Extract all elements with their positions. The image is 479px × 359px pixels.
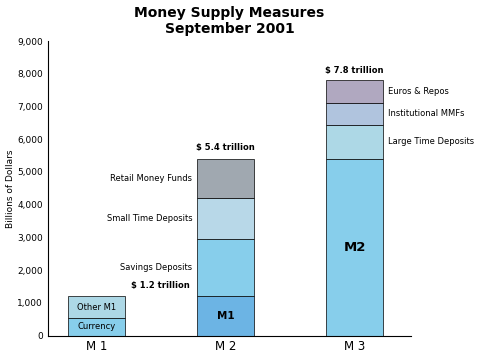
Bar: [327, 103, 383, 125]
Bar: [327, 80, 383, 103]
Y-axis label: Billions of Dollars: Billions of Dollars: [6, 149, 14, 228]
Text: Savings Deposits: Savings Deposits: [120, 263, 193, 272]
Bar: [197, 296, 254, 336]
Text: $ 7.8 trillion: $ 7.8 trillion: [325, 66, 384, 75]
Text: $ 1.2 trillion: $ 1.2 trillion: [131, 281, 190, 290]
Text: M1: M1: [217, 311, 234, 321]
Text: Currency: Currency: [77, 322, 115, 331]
Text: Other M1: Other M1: [77, 303, 116, 312]
Title: Money Supply Measures
September 2001: Money Supply Measures September 2001: [135, 5, 325, 36]
Bar: [327, 159, 383, 336]
Bar: [68, 318, 125, 336]
Text: Institutional MMFs: Institutional MMFs: [388, 109, 464, 118]
Text: Small Time Deposits: Small Time Deposits: [107, 214, 193, 223]
Text: Retail Money Funds: Retail Money Funds: [111, 174, 193, 183]
Text: Euros & Repos: Euros & Repos: [388, 87, 449, 96]
Text: $ 5.4 trillion: $ 5.4 trillion: [196, 143, 255, 152]
Bar: [327, 125, 383, 159]
Bar: [197, 159, 254, 198]
Text: Large Time Deposits: Large Time Deposits: [388, 137, 474, 146]
Bar: [197, 239, 254, 296]
Bar: [197, 198, 254, 239]
Bar: [68, 296, 125, 318]
Text: M2: M2: [343, 241, 366, 254]
